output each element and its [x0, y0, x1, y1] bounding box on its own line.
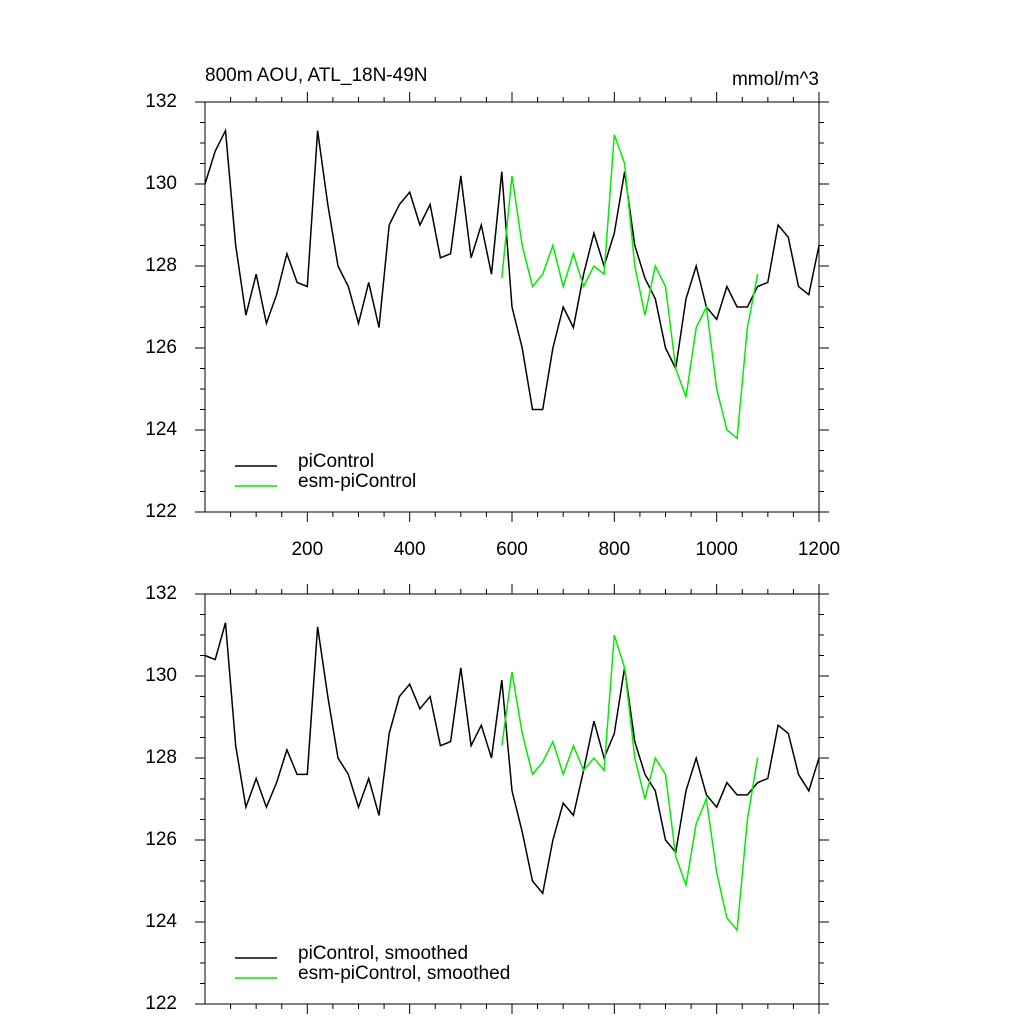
series-line: [501, 634, 759, 933]
legend-label: piControl: [298, 451, 374, 472]
y-tick-label: 122: [145, 993, 177, 1014]
legend-label: piControl, smoothed: [298, 943, 468, 964]
legend-label: esm-piControl: [298, 471, 416, 492]
chart-title: 800m AOU, ATL_18N-49N: [205, 65, 427, 86]
x-tick-label: 400: [394, 539, 426, 560]
series-line: [204, 128, 820, 411]
y-tick-label: 124: [145, 911, 177, 932]
legend-label: esm-piControl, smoothed: [298, 963, 510, 984]
y-tick-label: 128: [145, 255, 177, 276]
x-tick-label: 1200: [798, 539, 840, 560]
x-tick-label: 1000: [696, 539, 738, 560]
y-tick-label: 126: [145, 337, 177, 358]
series-line: [501, 134, 759, 440]
series-line: [204, 622, 820, 896]
y-tick-label: 124: [145, 419, 177, 440]
y-tick-label: 132: [145, 583, 177, 604]
y-tick-label: 128: [145, 747, 177, 768]
x-tick-label: 800: [598, 539, 630, 560]
x-tick-label: 200: [291, 539, 323, 560]
y-tick-label: 122: [145, 501, 177, 522]
y-tick-label: 126: [145, 829, 177, 850]
y-tick-label: 130: [145, 173, 177, 194]
units-label: mmol/m^3: [732, 69, 819, 90]
x-tick-label: 600: [496, 539, 528, 560]
y-tick-label: 130: [145, 665, 177, 686]
y-tick-label: 132: [145, 91, 177, 112]
